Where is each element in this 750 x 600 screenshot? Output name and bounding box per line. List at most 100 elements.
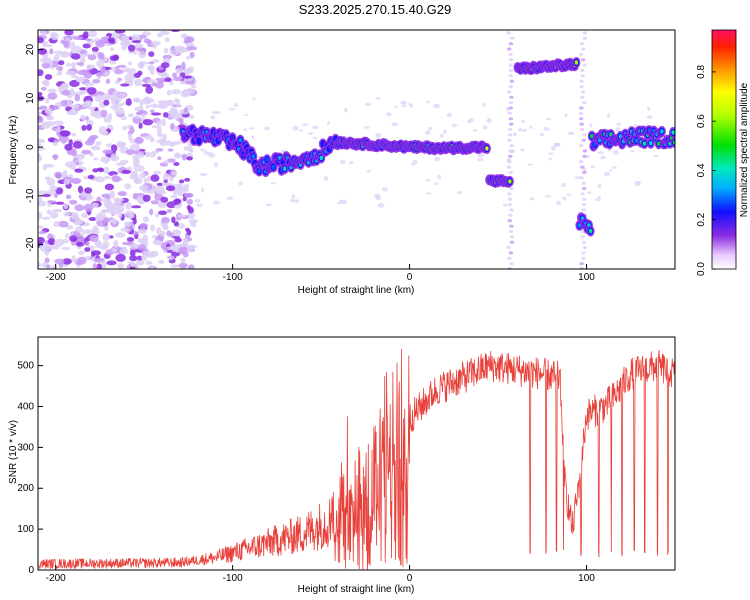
noise-speckle [78,250,85,255]
noise-speckle [180,257,186,263]
noise-speckle [93,157,99,161]
noise-speckle [176,65,183,69]
noise-speckle [427,126,433,131]
noise-speckle [212,111,220,115]
noise-speckle [89,152,94,157]
faint-column-speckle [582,245,587,250]
noise-speckle [85,241,90,247]
noise-speckle [181,153,187,161]
faint-column-speckle [507,111,512,115]
noise-speckle [554,142,561,148]
noise-speckle [163,160,170,165]
noise-speckle [199,173,206,176]
snr-x-axis-label: Height of straight line (km) [298,584,415,595]
noise-speckle [176,46,187,54]
noise-speckle [129,249,136,257]
noise-speckle [152,59,160,63]
noise-speckle [166,255,175,261]
y-tick-label: 0 [28,565,34,576]
noise-speckle [126,237,135,242]
noise-speckle [173,204,182,209]
colorbar-tick-label: 0.2 [696,212,707,226]
noise-speckle [228,107,236,111]
noise-speckle [171,141,182,145]
noise-speckle [46,178,56,186]
faint-column-speckle [582,133,587,137]
noise-speckle [178,179,185,184]
noise-speckle [42,44,53,48]
noise-speckle [183,89,195,94]
faint-column-speckle [581,47,586,51]
noise-speckle [46,209,52,215]
snr-series-line [38,349,675,570]
noise-speckle [148,51,155,57]
noise-speckle [182,75,192,79]
noise-speckle [166,185,176,192]
noise-speckle [486,118,492,124]
noise-speckle [482,125,488,130]
noise-speckle [289,198,295,203]
noise-speckle [142,194,151,202]
noise-speckle [183,68,191,75]
noise-speckle [92,109,102,117]
faint-column-speckle [582,170,587,174]
noise-speckle [150,112,162,116]
noise-speckle [133,72,141,78]
noise-speckle [137,62,145,69]
noise-speckle [426,100,431,104]
y-tick-label: 0 [25,144,36,150]
noise-speckle [103,43,113,47]
noise-speckle [58,60,65,66]
noise-speckle [182,240,189,248]
noise-speckle [173,221,179,227]
faint-column-speckle [509,144,515,148]
noise-speckle [120,227,130,232]
noise-speckle [366,170,372,173]
noise-speckle [102,209,109,213]
noise-speckle [38,111,42,117]
noise-speckle [594,198,601,202]
noise-speckle [100,198,111,202]
y-tick-label: 10 [25,92,36,104]
faint-column-speckle [510,235,515,239]
noise-speckle [56,72,63,76]
noise-speckle [512,132,517,137]
noise-speckle [171,88,181,95]
noise-speckle [138,34,147,39]
noise-speckle [520,148,525,152]
noise-speckle [150,224,156,232]
noise-speckle [100,109,108,118]
faint-column-speckle [507,197,513,201]
noise-speckle [156,182,163,187]
noise-speckle [79,114,87,121]
noise-speckle [38,262,42,268]
noise-speckle [102,233,110,241]
noise-speckle [138,184,149,191]
noise-speckle [132,192,138,200]
noise-speckle [75,161,80,165]
noise-speckle [186,198,194,205]
noise-speckle [75,76,86,83]
noise-speckle [179,118,184,125]
faint-column-speckle [579,127,585,132]
track-blob-core [230,135,235,140]
noise-speckle [647,106,651,112]
noise-speckle [635,180,643,184]
noise-speckle [173,154,185,158]
noise-speckle [400,100,407,105]
noise-speckle [138,50,147,59]
noise-speckle [129,173,139,180]
noise-speckle [451,123,458,127]
faint-column-speckle [581,138,586,142]
noise-speckle [556,200,561,206]
noise-speckle [391,122,399,127]
noise-speckle [120,83,130,87]
noise-speckle [94,91,105,96]
noise-speckle [41,216,51,220]
noise-speckle [186,156,193,161]
noise-speckle [119,248,129,255]
noise-speckle [45,97,50,104]
noise-speckle [70,41,76,50]
faint-column-speckle [508,106,513,110]
noise-speckle [62,169,68,176]
